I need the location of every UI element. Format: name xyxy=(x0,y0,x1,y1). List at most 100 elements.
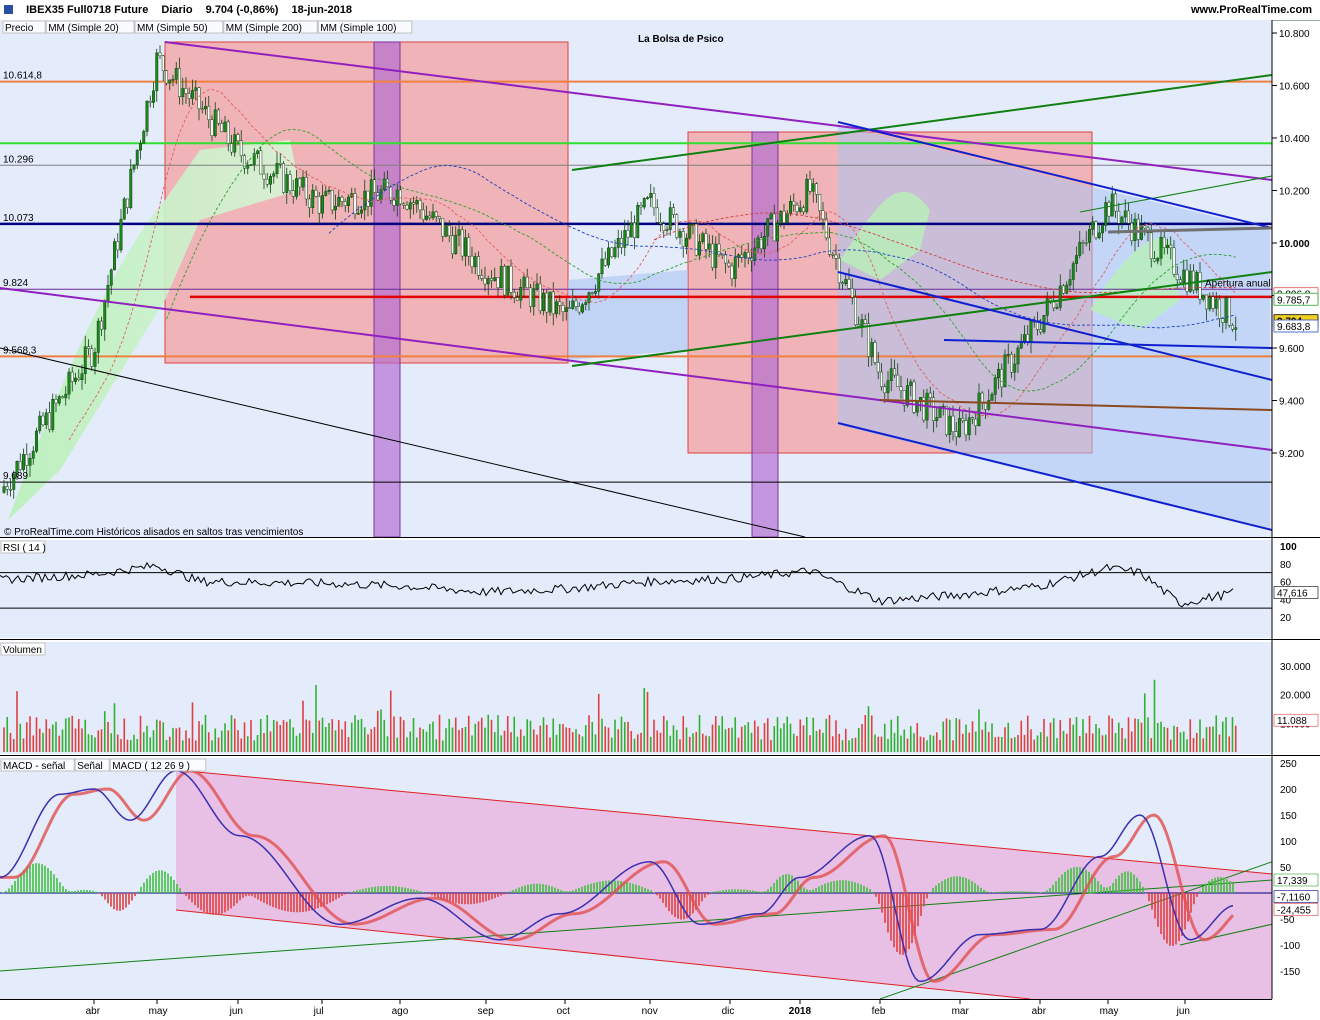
macd-histogram-bar xyxy=(965,878,967,893)
volume-bar xyxy=(448,718,451,752)
candle-body xyxy=(932,397,935,421)
macd-histogram-bar xyxy=(335,893,337,900)
macd-histogram-bar xyxy=(683,893,685,920)
macd-value-badge xyxy=(1273,903,1319,917)
macd-histogram-bar xyxy=(1226,879,1228,893)
macd-histogram-bar xyxy=(1136,877,1138,893)
macd-histogram-bar xyxy=(1067,869,1069,893)
macd-histogram-bar xyxy=(80,889,82,893)
level-label: 9.568,3 xyxy=(3,345,37,356)
candle-body xyxy=(720,254,724,256)
volume-bar xyxy=(334,730,337,752)
candle-body xyxy=(148,100,152,103)
volume-bar xyxy=(12,739,15,752)
macd-histogram-bar xyxy=(638,885,640,893)
candle-body xyxy=(477,256,480,276)
macd-histogram-bar xyxy=(362,888,364,893)
volume-bar xyxy=(828,714,831,752)
macd-histogram-bar xyxy=(941,881,943,893)
candle-body xyxy=(1084,242,1088,244)
macd-tick-label: 250 xyxy=(1280,759,1297,770)
macd-histogram-bar xyxy=(1070,868,1072,893)
symbol-label: IBEX35 Full0718 Future xyxy=(26,4,149,16)
candle-body xyxy=(161,55,165,72)
candle-body xyxy=(990,394,994,401)
macd-histogram-bar xyxy=(164,871,166,893)
macd-histogram-bar xyxy=(1157,893,1159,927)
volume-bar xyxy=(409,731,412,752)
candle-body xyxy=(854,297,857,326)
candle-body xyxy=(675,214,679,238)
candle-body xyxy=(535,283,539,289)
macd-histogram-bar xyxy=(239,893,241,901)
volume-bar xyxy=(1069,718,1071,752)
volume-bar xyxy=(159,720,161,752)
macd-green-trend xyxy=(1179,923,1273,946)
volume-bar xyxy=(1010,738,1013,752)
candle-body xyxy=(824,218,828,239)
price-tick-label: 10.600 xyxy=(1279,82,1310,93)
volume-bar xyxy=(1163,726,1166,752)
macd-histogram-bar xyxy=(569,891,571,893)
volume-bar xyxy=(38,728,41,752)
macd-histogram-bar xyxy=(413,889,415,893)
candle-body xyxy=(896,374,900,388)
macd-histogram-bar xyxy=(1085,869,1087,893)
macd-histogram-bar xyxy=(248,893,250,896)
level-label: 10.073 xyxy=(3,213,34,224)
macd-histogram-bar xyxy=(1058,877,1060,893)
candle-body xyxy=(818,194,822,211)
candle-body xyxy=(113,241,116,271)
macd-tick-label: 100 xyxy=(1280,837,1297,848)
candle-body xyxy=(262,173,266,180)
volume-bar xyxy=(389,690,392,752)
macd-histogram-bar xyxy=(110,893,112,907)
candle-body xyxy=(129,168,133,208)
candle-body xyxy=(168,79,172,84)
volume-bar xyxy=(783,723,785,752)
price-tick-label: 9.600 xyxy=(1279,344,1304,355)
volume-bar xyxy=(45,719,48,752)
volume-bar xyxy=(685,727,688,752)
macd-histogram-bar xyxy=(632,883,634,893)
candle-body xyxy=(1192,270,1195,291)
volume-bar xyxy=(1013,737,1016,752)
macd-histogram-bar xyxy=(1217,876,1219,893)
candle-body xyxy=(529,287,532,307)
rsi-panel-bg xyxy=(0,540,1272,638)
volume-bar xyxy=(120,739,122,752)
candle-body xyxy=(15,461,19,475)
macd-histogram-bar xyxy=(869,889,871,893)
volume-bar xyxy=(503,730,506,752)
macd-histogram-bar xyxy=(656,893,658,896)
volume-bar xyxy=(1228,736,1231,752)
macd-histogram-bar xyxy=(446,893,448,901)
macd-tick-label: -150 xyxy=(1280,967,1300,978)
volume-bar xyxy=(107,721,109,752)
candle-body xyxy=(197,87,201,110)
candle-body xyxy=(343,201,347,206)
legend-box xyxy=(0,642,46,656)
macd-histogram-bar xyxy=(665,893,667,908)
candle-body xyxy=(249,164,253,166)
candle-body xyxy=(509,265,513,293)
volume-bar xyxy=(542,717,545,752)
candle-body xyxy=(22,454,25,470)
candle-body xyxy=(122,198,126,220)
volume-bar xyxy=(880,736,883,752)
candle-body xyxy=(1143,225,1147,229)
macd-histogram-bar xyxy=(1037,892,1039,893)
volume-bar xyxy=(822,732,824,752)
candle-body xyxy=(971,417,974,420)
candle-body xyxy=(187,93,191,99)
macd-histogram-bar xyxy=(350,892,352,893)
candle-body xyxy=(243,155,246,169)
volume-bar xyxy=(1218,734,1221,752)
macd-histogram-bar xyxy=(296,893,298,913)
macd-histogram-bar xyxy=(251,893,253,897)
macd-histogram-bar xyxy=(254,893,256,898)
macd-histogram-bar xyxy=(737,889,739,893)
volume-bar xyxy=(779,728,782,752)
volume-bar xyxy=(640,732,642,752)
volume-bar xyxy=(965,724,967,752)
